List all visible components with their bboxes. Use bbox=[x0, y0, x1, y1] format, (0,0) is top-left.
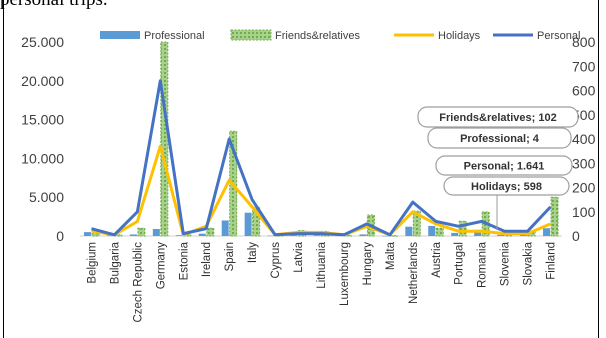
category-label: Germany bbox=[155, 242, 167, 290]
category-label: Lithuania bbox=[316, 241, 328, 288]
bar-professional bbox=[543, 228, 551, 236]
callout-box bbox=[435, 155, 573, 176]
category-label: Slovenia bbox=[500, 241, 512, 286]
left-tick-label: 25.000 bbox=[21, 34, 64, 50]
callout-box bbox=[417, 106, 579, 128]
legend-label: Professional bbox=[144, 30, 205, 42]
left-tick-label: 5.000 bbox=[29, 189, 64, 205]
category-labels: Belgium Bulgaria Czech Republic Germany Esto… bbox=[86, 241, 557, 322]
right-tick-label: 100 bbox=[572, 204, 596, 220]
bar-friends-relatives bbox=[412, 210, 421, 237]
category-label: Austria bbox=[431, 241, 443, 277]
bar-professional bbox=[244, 212, 252, 236]
category-label: Finland bbox=[546, 242, 558, 280]
bar-friends-relatives bbox=[389, 235, 398, 237]
bar-friends-relatives bbox=[550, 196, 559, 237]
left-tick-label: 15.000 bbox=[21, 112, 64, 128]
category-label: Spain bbox=[224, 242, 236, 271]
right-tick-label: 700 bbox=[572, 58, 596, 74]
callout-label: Personal; 1.641 bbox=[464, 161, 545, 173]
category-label: Malta bbox=[385, 241, 397, 270]
bar-professional bbox=[221, 220, 229, 236]
right-tick-label: 300 bbox=[572, 155, 596, 171]
left-tick-label: 20.000 bbox=[21, 73, 64, 89]
bar-professional bbox=[129, 234, 137, 236]
caption-text: personal trips. bbox=[0, 0, 108, 11]
bar-professional bbox=[267, 235, 275, 237]
bar-professional bbox=[313, 235, 321, 236]
bar-friends-relatives bbox=[137, 227, 146, 237]
bar-friends-relatives bbox=[160, 41, 169, 237]
category-label: Estonia bbox=[178, 241, 190, 280]
bar-professional bbox=[175, 235, 183, 236]
bar-friends-relatives bbox=[435, 227, 444, 237]
legend-swatch-friends-relatives bbox=[230, 29, 272, 41]
bar-friends-relatives bbox=[91, 233, 100, 237]
callout-box bbox=[443, 176, 570, 196]
category-label: Latvia bbox=[293, 241, 305, 272]
category-label: Portugal bbox=[454, 242, 466, 285]
right-tick-label: 200 bbox=[572, 180, 596, 196]
bar-professional bbox=[451, 232, 459, 236]
category-label: Italy bbox=[247, 242, 259, 263]
bar-professional bbox=[198, 233, 206, 236]
legend: Professional Friends&relatives Holidays Per… bbox=[100, 29, 580, 42]
bar-professional bbox=[497, 234, 505, 236]
right-tick-label: 600 bbox=[572, 83, 596, 99]
category-label: Belgium bbox=[86, 242, 98, 284]
category-label: Ireland bbox=[201, 242, 213, 277]
callout-label: Holidays; 598 bbox=[471, 181, 542, 193]
line-personal bbox=[91, 79, 552, 237]
callout-label: Friends&relatives; 102 bbox=[439, 112, 556, 124]
category-label: Luxembourg bbox=[339, 242, 351, 306]
frame-left-border bbox=[3, 0, 4, 338]
bar-friends-relatives bbox=[206, 227, 215, 237]
bar-professional bbox=[359, 234, 367, 236]
category-label: Czech Republic bbox=[132, 242, 144, 323]
callout-box bbox=[427, 127, 572, 149]
bar-professional bbox=[520, 234, 528, 236]
right-tick-label: 400 bbox=[572, 131, 596, 147]
bar-professional bbox=[152, 229, 160, 236]
left-tick-label: 0 bbox=[56, 228, 64, 244]
bar-professional bbox=[83, 232, 91, 236]
category-label: Cyprus bbox=[270, 242, 282, 279]
category-label: Romania bbox=[477, 241, 489, 288]
frame-right-border bbox=[598, 0, 599, 338]
legend-label: Personal bbox=[537, 30, 580, 42]
bar-professional bbox=[428, 225, 436, 236]
bar-professional bbox=[382, 235, 390, 237]
category-label: Netherlands bbox=[408, 242, 420, 304]
right-tick-label: 0 bbox=[572, 228, 580, 244]
right-tick-label: 800 bbox=[572, 34, 596, 50]
bar-professional bbox=[405, 226, 413, 236]
legend-label: Friends&relatives bbox=[275, 30, 360, 42]
legend-label: Holidays bbox=[438, 30, 481, 42]
data-callouts: Friends&relatives; 102 Professional; 4 Per… bbox=[417, 106, 579, 230]
category-label: Bulgaria bbox=[109, 241, 121, 284]
legend-swatch-professional bbox=[100, 31, 140, 39]
category-label: Slovakia bbox=[523, 241, 535, 285]
category-label: Hungary bbox=[362, 242, 374, 286]
bar-professional bbox=[474, 229, 482, 236]
left-axis: 0 5.000 10.000 15.000 20.000 25.000 bbox=[21, 34, 64, 244]
bar-professional bbox=[290, 235, 298, 236]
line-series bbox=[91, 79, 552, 237]
callout-label: Professional; 4 bbox=[460, 133, 540, 145]
left-tick-label: 10.000 bbox=[21, 150, 64, 166]
bar-friends-relatives bbox=[458, 220, 467, 237]
